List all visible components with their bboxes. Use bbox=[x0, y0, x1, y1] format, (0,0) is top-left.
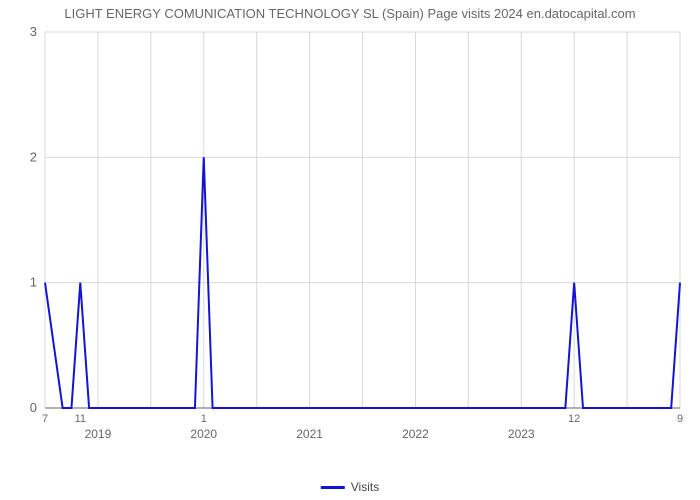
svg-text:12: 12 bbox=[568, 413, 580, 425]
svg-text:1: 1 bbox=[30, 275, 37, 290]
svg-text:2021: 2021 bbox=[296, 427, 323, 441]
svg-text:2020: 2020 bbox=[190, 427, 217, 441]
chart-title: LIGHT ENERGY COMUNICATION TECHNOLOGY SL … bbox=[64, 6, 635, 21]
svg-text:1: 1 bbox=[201, 413, 207, 425]
legend-label: Visits bbox=[351, 480, 379, 494]
svg-text:9: 9 bbox=[677, 413, 683, 425]
svg-text:2022: 2022 bbox=[402, 427, 429, 441]
line-chart: 0123 7111129 20192020202120222023 bbox=[45, 28, 680, 448]
svg-text:2: 2 bbox=[30, 149, 37, 164]
svg-text:2019: 2019 bbox=[85, 427, 112, 441]
legend-swatch bbox=[321, 486, 345, 489]
svg-text:7: 7 bbox=[42, 413, 48, 425]
legend: Visits bbox=[321, 480, 379, 494]
svg-text:0: 0 bbox=[30, 400, 37, 415]
svg-text:11: 11 bbox=[75, 413, 86, 425]
svg-text:3: 3 bbox=[30, 24, 37, 39]
svg-text:2023: 2023 bbox=[508, 427, 535, 441]
